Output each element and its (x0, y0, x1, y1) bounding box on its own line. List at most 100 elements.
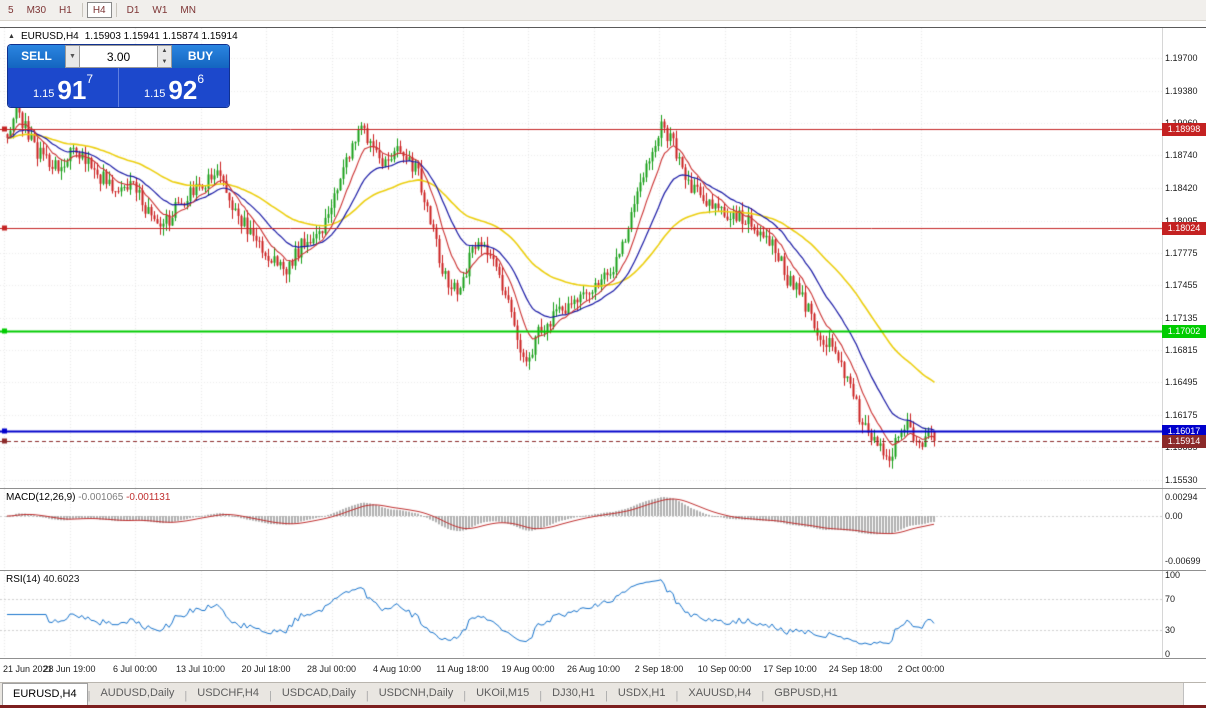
rsi-axis-label: 0 (1165, 649, 1171, 659)
price-axis-label: 1.19700 (1165, 53, 1198, 64)
tab-ukoil-m15[interactable]: UKOil,M15 (476, 687, 530, 699)
window-bottom-edge (0, 705, 1206, 708)
tab-usdcad-daily[interactable]: USDCAD,Daily (281, 687, 356, 699)
tab-separator: | (365, 690, 369, 702)
tab-separator: | (269, 690, 272, 702)
one-click-trading-panel: SELL ▼ ▲ ▼ BUY 1.15 91 7 1.15 92 6 (8, 45, 229, 107)
chart-title: ▲ EURUSD,H4 1.15903 1.15941 1.15874 1.15… (8, 31, 238, 42)
rsi-value: 40.6023 (43, 574, 80, 585)
volume-decrease-button[interactable]: ▼ (161, 58, 168, 65)
tab-usdx-h1[interactable]: USDX,H1 (617, 687, 666, 699)
price-axis-label: 1.19060 (1165, 118, 1198, 129)
time-axis-label: 2 Sep 18:00 (634, 664, 684, 674)
price-axis: 1.19700 1.19380 1.19060 1.18740 1.18420 1.180… (1162, 28, 1206, 488)
time-axis-label: 17 Sep 10:00 (763, 664, 817, 674)
sell-price-big-digits: 91 (57, 75, 87, 105)
tab-xauusd-h4[interactable]: XAUUSD,H4 (688, 687, 752, 699)
macd-signal-value: -0.001131 (126, 492, 171, 503)
price-axis-label: 1.16815 (1165, 345, 1198, 355)
timeframe-button-5[interactable]: 5 (8, 5, 14, 16)
tab-audusd-daily[interactable]: AUDUSD,Daily (100, 687, 175, 699)
volume-stepper: ▲ ▼ (157, 45, 172, 68)
tab-dj30-h1[interactable]: DJ30,H1 (552, 687, 595, 699)
price-axis-label: 1.16175 (1165, 409, 1198, 420)
chart-symbol-timeframe: EURUSD,H4 (20, 31, 79, 42)
macd-axis: 0.00294 0.00 -0.00699 (1162, 489, 1206, 570)
price-axis-label: 1.17455 (1165, 280, 1198, 291)
macd-indicator-label: MACD(12,26,9) (6, 492, 76, 503)
buy-price-display[interactable]: 1.15 92 6 (119, 68, 229, 107)
price-axis-label: 1.18420 (1165, 182, 1198, 193)
price-level-tag-1.15914: 1.15914 (1162, 435, 1206, 449)
sell-price-display[interactable]: 1.15 91 7 (8, 68, 118, 107)
buy-button[interactable]: BUY (172, 45, 229, 68)
price-level-tag-1.17002: 1.17002 (1162, 325, 1206, 339)
rsi-indicator-canvas[interactable] (0, 571, 1162, 658)
pane-separator-timeaxis (0, 658, 1206, 659)
rsi-title: RSI(14) 40.6023 (6, 574, 79, 585)
toolbar-separator (115, 3, 117, 17)
time-axis-label: 13 Jul 10:00 (175, 664, 226, 674)
tab-separator: | (463, 690, 467, 702)
price-axis-label: 1.17775 (1165, 247, 1198, 258)
chart-shift-marker-icon: ▲ (8, 33, 15, 40)
price-axis-label: 1.19380 (1165, 85, 1198, 96)
price-axis-label: 1.16495 (1165, 377, 1198, 388)
time-axis-label: 4 Aug 10:00 (372, 664, 422, 674)
tab-separator: | (87, 690, 91, 702)
tab-eurusd-h4[interactable]: EURUSD,H4 (2, 683, 88, 705)
toolbar-separator (81, 3, 83, 17)
macd-main-value: -0.001065 (78, 492, 124, 503)
pane-separator-macd[interactable] (0, 488, 1206, 489)
rsi-indicator-label: RSI(14) (6, 574, 41, 585)
tab-usdcnh-daily[interactable]: USDCNH,Daily (378, 687, 454, 699)
price-level-tag-1.18998: 1.18998 (1162, 123, 1206, 137)
timeframe-button-h4[interactable]: H4 (86, 2, 112, 18)
timeframe-button-m30[interactable]: M30 (26, 5, 47, 16)
tab-bar-corner (1183, 683, 1206, 705)
timeframe-button-w1[interactable]: W1 (152, 5, 168, 16)
time-axis-label: 19 Aug 00:00 (501, 664, 555, 674)
timeframe-button-mn[interactable]: MN (180, 5, 196, 16)
time-axis-label: 24 Sep 18:00 (828, 664, 883, 674)
chart-ohlc-values: 1.15903 1.15941 1.15874 1.15914 (84, 31, 238, 42)
chevron-down-icon: ▼ (69, 53, 76, 60)
price-level-tag-1.18024: 1.18024 (1162, 221, 1206, 235)
rsi-axis-label: 100 (1165, 570, 1181, 580)
tab-separator: | (539, 690, 543, 702)
volume-input[interactable] (80, 45, 157, 68)
pane-separator-rsi[interactable] (0, 570, 1206, 571)
sell-button[interactable]: SELL (8, 45, 65, 68)
time-axis-label: 28 Jun 19:00 (43, 664, 96, 674)
rsi-axis-label: 30 (1165, 625, 1176, 636)
time-axis: 21 Jun 2021 28 Jun 19:00 6 Jul 00:00 13 Jul… (0, 659, 1162, 682)
macd-indicator-canvas[interactable] (0, 489, 1162, 570)
price-axis-label: 1.15530 (1165, 474, 1198, 485)
time-axis-label: 2 Oct 00:00 (897, 664, 945, 674)
tab-separator: | (604, 690, 608, 702)
volume-increase-button[interactable]: ▲ (161, 48, 168, 54)
price-axis-label: 1.18740 (1165, 150, 1198, 161)
rsi-axis: 100 70 30 0 (1162, 570, 1206, 659)
time-axis-label: 21 Jun 2021 (3, 664, 53, 674)
tab-separator: | (184, 690, 188, 702)
buy-price-pipette: 6 (197, 72, 205, 86)
price-level-tag-1.16017: 1.16017 (1162, 424, 1206, 438)
sell-price-prefix: 1.15 (32, 88, 55, 100)
time-axis-label: 28 Jul 00:00 (306, 664, 357, 674)
tab-separator: | (761, 690, 765, 702)
macd-title: MACD(12,26,9) -0.001065 -0.001131 (6, 492, 170, 503)
tab-gbpusd-h1[interactable]: GBPUSD,H1 (774, 687, 838, 699)
quote-divider (118, 68, 119, 107)
tab-separator: | (675, 690, 679, 702)
timeframe-button-d1[interactable]: D1 (126, 5, 140, 16)
volume-dropdown-button[interactable]: ▼ (65, 45, 80, 68)
price-axis-label: 1.17135 (1165, 312, 1198, 323)
timeframe-button-h1[interactable]: H1 (59, 5, 72, 16)
macd-axis-label: -0.00699 (1165, 556, 1201, 566)
buy-price-prefix: 1.15 (143, 88, 166, 100)
tab-usdchf-h4[interactable]: USDCHF,H4 (197, 687, 259, 699)
timeframe-toolbar: 5 M30 H1 H4 D1 W1 MN (0, 0, 1206, 21)
time-axis-label: 6 Jul 00:00 (112, 664, 158, 674)
